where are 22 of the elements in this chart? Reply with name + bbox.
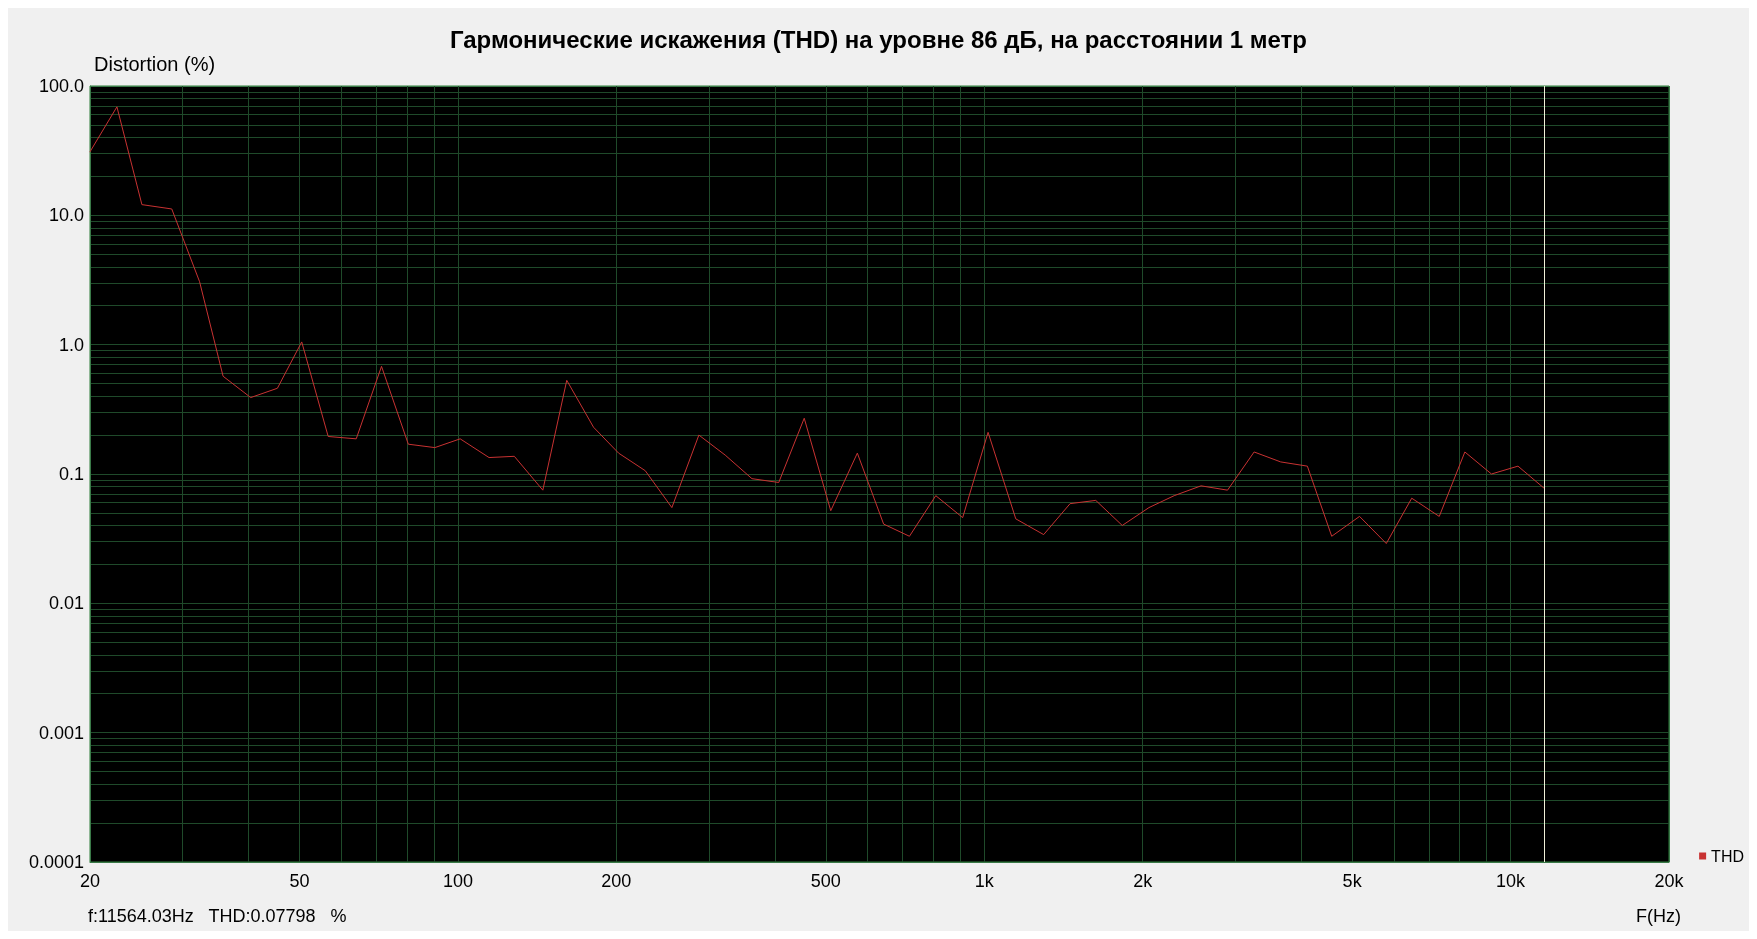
x-tick-label: 10k xyxy=(1496,871,1527,891)
x-tick-label: 20 xyxy=(79,871,101,891)
x-tick-label: 200 xyxy=(601,871,632,891)
x-axis-title: F(Hz) xyxy=(1636,906,1681,926)
x-tick-label: 2k xyxy=(1133,871,1154,891)
chart-title: Гармонические искажения (THD) на уровне 86 дБ, на расстоянии 1 метр xyxy=(449,25,1308,53)
text: f:11564.03Hz THD:0.07798 % xyxy=(88,906,347,926)
y-tick-label: 0.001 xyxy=(38,722,84,743)
x-tick-label: 20k xyxy=(1654,871,1685,891)
x-tick-label: 50 xyxy=(289,871,310,891)
y-axis-title: Distortion (%) xyxy=(94,53,216,75)
x-tick-label: 5k xyxy=(1342,871,1363,891)
x-tick-label: 1k xyxy=(974,871,995,891)
y-tick-label: 100.0 xyxy=(38,76,84,96)
x-tick-label: 100 xyxy=(442,871,473,891)
y-tick-label: 0.01 xyxy=(48,593,84,614)
y-tick-label: 10.0 xyxy=(48,205,84,226)
y-tick-label: 1.0 xyxy=(58,334,84,355)
y-tick-label: 0.0001 xyxy=(28,852,84,872)
y-tick-label: 0.1 xyxy=(58,464,84,484)
legend-label: THD xyxy=(1711,847,1745,865)
x-tick-label: 500 xyxy=(810,871,841,891)
